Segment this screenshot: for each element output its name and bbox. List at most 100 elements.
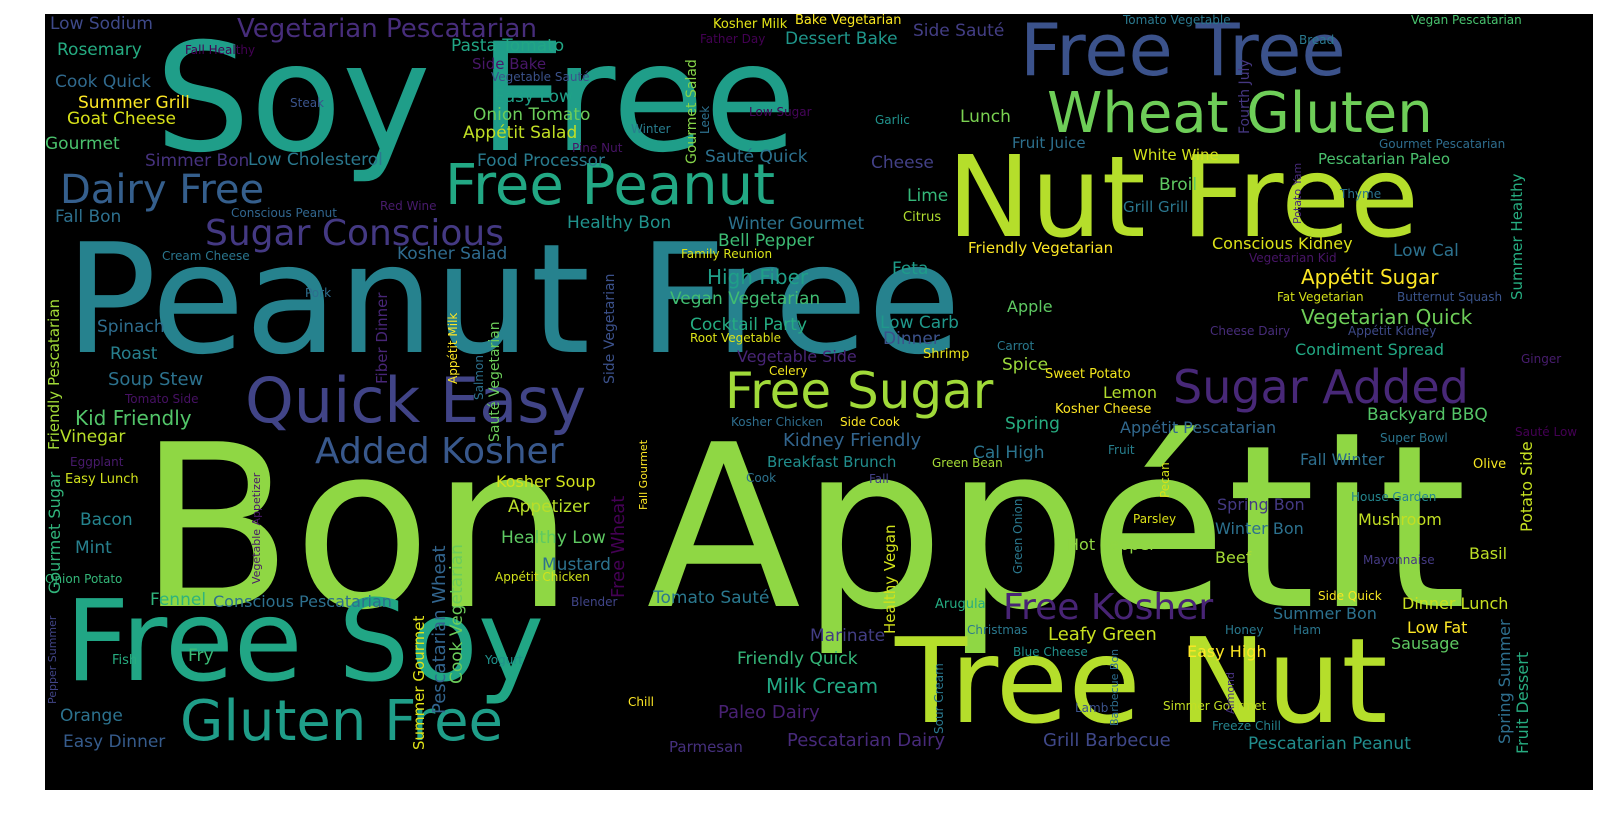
cloud-word-vertical: Friendly Pescatarian [45, 298, 63, 450]
cloud-word: Chill [628, 695, 654, 709]
cloud-word: Low Fat [1407, 618, 1468, 637]
cloud-word-vertical: Barbecue Bon [1108, 648, 1121, 726]
cloud-word-vertical: Free Wheat [608, 495, 629, 598]
cloud-word-vertical: Vegetable Appetizer [250, 472, 263, 584]
cloud-word: Backyard BBQ [1367, 405, 1488, 425]
cloud-word: Marinate [810, 626, 886, 646]
cloud-word: Lemon [1103, 383, 1157, 402]
cloud-word: Spring Bon [1217, 495, 1305, 514]
cloud-word: Green Bean [932, 456, 1003, 470]
cloud-word-vertical: Fiber Dinner [373, 292, 391, 384]
cloud-word-vertical: Healthy Vegan [881, 524, 899, 634]
cloud-word: High Fiber [707, 265, 809, 289]
cloud-word: Christmas [967, 623, 1028, 637]
cloud-word: Shrimp [923, 347, 970, 362]
cloud-word: Breakfast Brunch [767, 453, 897, 471]
cloud-word: Kidney Friendly [783, 430, 922, 451]
cloud-word: Basil [1469, 544, 1508, 563]
cloud-word-vertical: Fall Gourmet [637, 439, 650, 510]
cloud-word: Conscious Pescatarian [213, 592, 392, 611]
cloud-word: Soy Free [155, 14, 797, 186]
cloud-word: Family Reunion [681, 247, 773, 261]
cloud-word: Pine Nut [572, 141, 623, 155]
cloud-word: Mayonnaise [1363, 553, 1435, 567]
cloud-word: House Garden [1351, 490, 1437, 504]
cloud-word: Fry [188, 646, 214, 666]
cloud-word: Rosemary [57, 40, 142, 60]
cloud-word: Grill Grill [1123, 198, 1189, 216]
cloud-word: Low Sodium [50, 14, 153, 34]
cloud-word: Fall [869, 472, 889, 486]
cloud-word: Low Carb [880, 313, 959, 333]
cloud-word: Free Soy [65, 577, 545, 707]
cloud-word: Mushroom [1358, 510, 1442, 529]
cloud-word-vertical: Potato Side [1517, 441, 1536, 532]
cloud-word: White Wine [1133, 146, 1219, 164]
cloud-word: Mint [75, 538, 112, 558]
cloud-word: Lamb [1075, 701, 1109, 715]
cloud-word: Pasta Tomato [451, 36, 565, 56]
cloud-word: Added Kosher [315, 431, 564, 472]
cloud-word: Food Processor [477, 151, 606, 171]
cloud-word: Tomato Vegetable [1123, 14, 1231, 27]
cloud-word: Paleo Dairy [718, 702, 820, 723]
cloud-word: Tomato Sauté [653, 588, 770, 608]
cloud-word: Bake Vegetarian [795, 14, 902, 28]
cloud-word: Bread [1299, 33, 1335, 47]
cloud-word: Cook [746, 471, 777, 485]
cloud-word-vertical: Sour Cream [932, 663, 946, 734]
cloud-word: Root Vegetable [690, 331, 782, 345]
cloud-word: Cheese Dairy [1210, 324, 1291, 338]
cloud-word: Orange [60, 706, 123, 726]
cloud-word: Pescatarian Paleo [1318, 150, 1451, 168]
cloud-word: Ham [1293, 623, 1322, 637]
cloud-word: Sweet Potato [1045, 367, 1131, 382]
cloud-word: Appétit Sugar [1301, 265, 1439, 289]
cloud-word-vertical: Fruit Dessert [1513, 651, 1532, 754]
cloud-word: Sauté Low [1515, 425, 1578, 439]
cloud-word: Appetizer [508, 497, 590, 517]
cloud-word: Blue Cheese [1013, 645, 1088, 659]
cloud-word-vertical: Green Onion [1011, 498, 1025, 575]
cloud-word: Mustard [542, 555, 611, 575]
cloud-word: Appétit Pescatarian [1120, 418, 1277, 437]
cloud-word: Winter Gourmet [728, 214, 865, 234]
cloud-word: Side Sauté [913, 21, 1005, 41]
cloud-word-vertical: Pecan [1158, 462, 1172, 498]
cloud-word: Simmer Gourmet [1163, 699, 1267, 713]
cloud-word: Lime [907, 186, 949, 206]
cloud-word: Easy Low [494, 87, 573, 107]
cloud-word: Pescatarian Peanut [1248, 734, 1411, 754]
cloud-word: Super Bowl [1380, 431, 1448, 445]
cloud-word: Vegan Pescatarian [1411, 14, 1522, 27]
cloud-word: Healthy Bon [567, 213, 672, 233]
cloud-word: Fruit [1108, 443, 1135, 457]
cloud-word: Red Wine [380, 199, 437, 213]
cloud-word: Spinach [97, 317, 165, 337]
cloud-word: Pork [305, 286, 332, 300]
cloud-word: Vinegar [60, 427, 126, 447]
word-cloud: Bon Appétit Peanut Free Soy Free Nut Fre… [45, 14, 1593, 790]
cloud-word-vertical: Appétit Milk [446, 312, 460, 384]
cloud-word: Fish [112, 653, 138, 668]
cloud-word: Lunch [960, 107, 1011, 127]
cloud-word: Eggplant [70, 455, 124, 469]
cloud-word: Easy Dinner [63, 732, 166, 752]
cloud-word: Conscious Peanut [231, 206, 337, 220]
cloud-word-vertical: Summer Gourmet [410, 615, 428, 750]
cloud-word: Kosher Cheese [1055, 402, 1152, 417]
cloud-word: Summer Grill [78, 93, 190, 113]
cloud-word: Cream Cheese [162, 249, 250, 263]
cloud-word-vertical: Gourmet Sugar [45, 471, 64, 594]
cloud-word-vertical: Almond [1224, 672, 1237, 714]
cloud-word: Sausage [1391, 634, 1460, 653]
cloud-word: Free Kosher [1003, 587, 1214, 628]
cloud-word-vertical: Summer Healthy [1508, 173, 1526, 300]
cloud-word: Sugar Added [1173, 360, 1469, 414]
cloud-word: Kosher Salad [397, 244, 508, 264]
cloud-word: Nut Free [947, 133, 1419, 263]
cloud-word: Milk Cream [766, 674, 879, 698]
cloud-word: Gourmet [45, 134, 120, 154]
cloud-word-vertical: Cook Vegetarian [447, 544, 467, 684]
cloud-word: Bacon [80, 510, 133, 530]
